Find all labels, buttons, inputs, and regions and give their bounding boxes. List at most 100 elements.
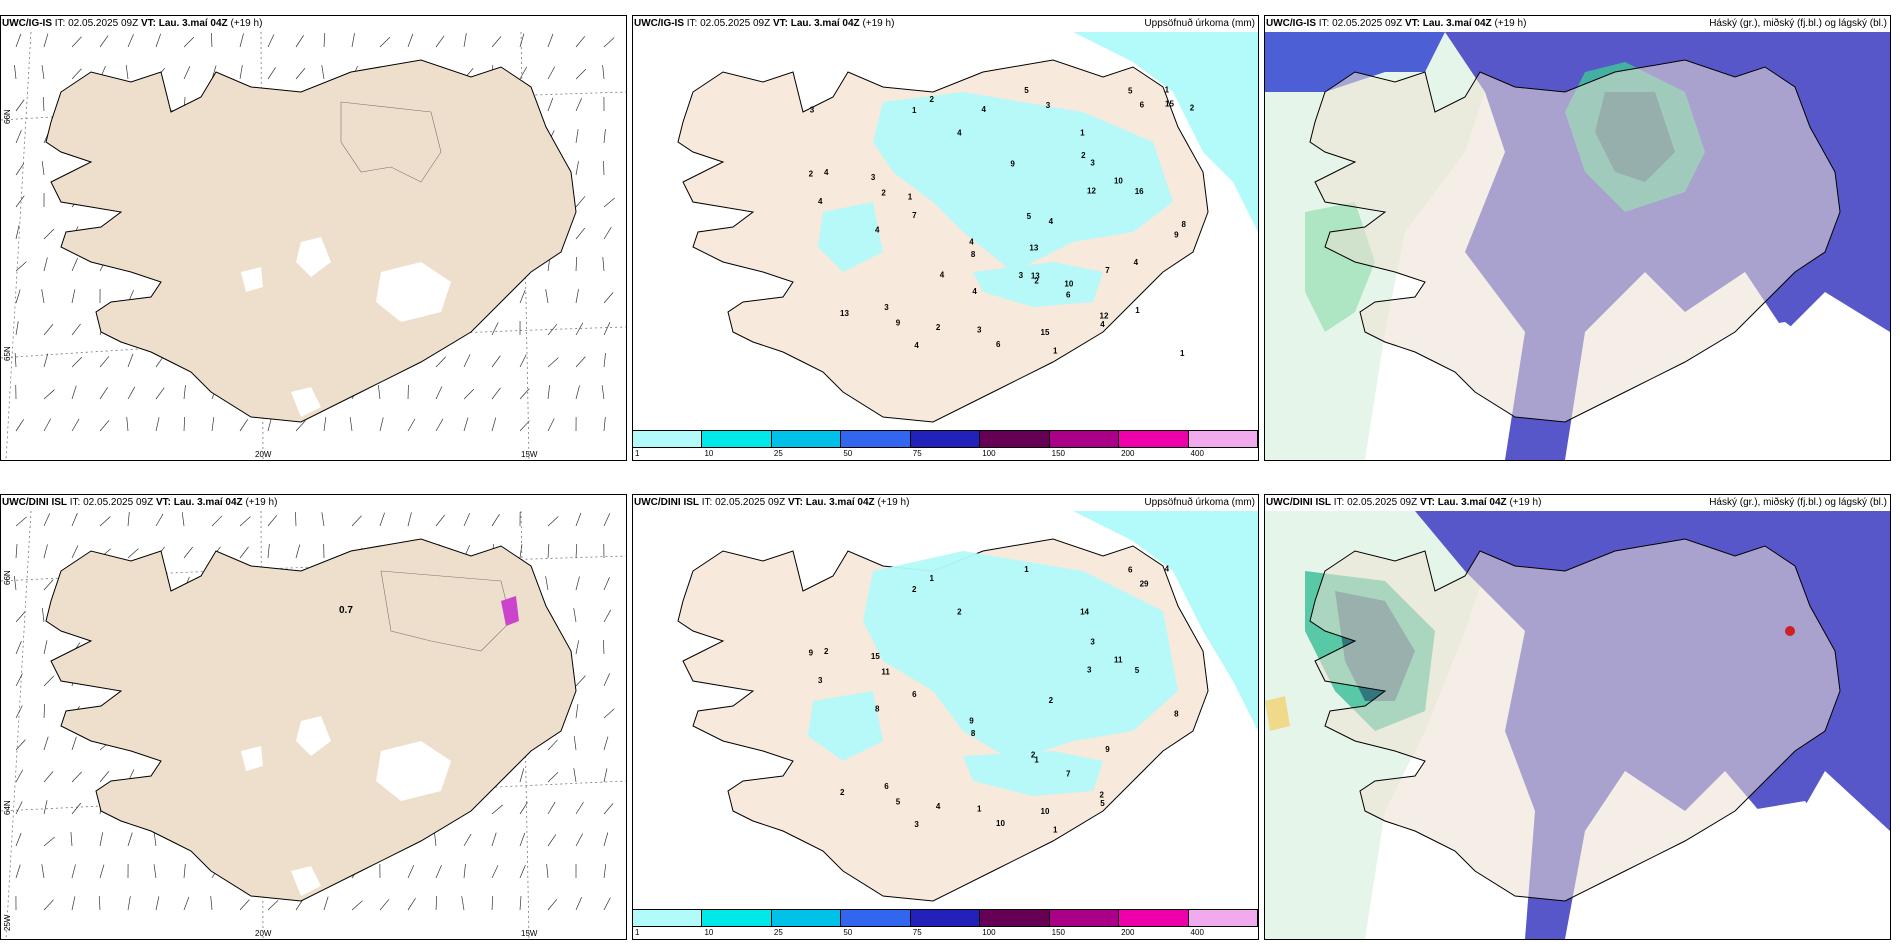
wind-barb bbox=[43, 703, 45, 719]
wind-barb bbox=[573, 736, 577, 751]
wind-barb bbox=[323, 417, 327, 432]
colorbar-tick: 100 bbox=[982, 928, 996, 937]
wind-barb bbox=[463, 33, 467, 48]
wind-barb bbox=[127, 548, 139, 559]
colorbar-swatch bbox=[702, 909, 772, 927]
wind-barb bbox=[463, 417, 469, 432]
wind-barb bbox=[71, 545, 79, 559]
wind-barb bbox=[491, 513, 500, 527]
wind-barb bbox=[71, 736, 77, 751]
wind-barb bbox=[547, 418, 555, 432]
wind-barb bbox=[41, 864, 45, 879]
wind-barb bbox=[71, 68, 82, 80]
wind-barb bbox=[519, 832, 526, 847]
wind-barb bbox=[210, 32, 213, 48]
colorbar-tick: 10 bbox=[704, 449, 714, 458]
wind-barb bbox=[183, 546, 193, 559]
wind-barb bbox=[295, 420, 306, 432]
panel-header: UWC/IG-IS IT: 02.05.2025 09Z VT: Lau. 3.… bbox=[2, 18, 263, 29]
panel-title: Uppsöfnuð úrkoma (mm) bbox=[1144, 497, 1255, 508]
precip-value: 1 bbox=[1135, 306, 1140, 315]
wind-barb bbox=[519, 354, 527, 368]
wind-barb bbox=[43, 800, 48, 815]
precip-value: 5 bbox=[1135, 666, 1140, 675]
wind-barb bbox=[519, 768, 525, 783]
wind-barb bbox=[519, 896, 522, 911]
wind-barb bbox=[603, 897, 611, 911]
wind-barb bbox=[42, 97, 45, 112]
colorbar-tick: 10 bbox=[704, 928, 714, 937]
wind-barb bbox=[43, 579, 54, 591]
precip-value: 4 bbox=[969, 237, 974, 246]
colorbar-swatch bbox=[910, 430, 981, 448]
wind-barb bbox=[15, 801, 23, 815]
precip-value: 3 bbox=[884, 303, 889, 312]
precip-value: 2 bbox=[1081, 151, 1086, 160]
precip-value: 2 bbox=[840, 788, 845, 797]
wind-barb bbox=[351, 900, 363, 911]
wind-barb bbox=[183, 36, 195, 48]
precip-value: 1 bbox=[1034, 755, 1039, 764]
wind-map bbox=[1, 32, 626, 460]
wind-barb bbox=[575, 322, 584, 336]
wind-barb bbox=[126, 417, 129, 432]
wind-barb bbox=[267, 34, 275, 48]
precip-value: 3 bbox=[914, 820, 919, 829]
precip-value: 1 bbox=[1080, 128, 1085, 137]
precip-value: 4 bbox=[824, 168, 829, 177]
colorbar-tick: 150 bbox=[1051, 928, 1066, 937]
wind-barb bbox=[41, 161, 45, 176]
wind-barb bbox=[43, 836, 55, 847]
wind-barb bbox=[125, 65, 129, 80]
wind-barb bbox=[575, 801, 584, 815]
wind-barb bbox=[491, 322, 499, 336]
wind-barb bbox=[71, 802, 82, 815]
precip-value: 5 bbox=[1024, 86, 1029, 95]
precip-value: 4 bbox=[914, 341, 919, 350]
precip-value: 15 bbox=[871, 652, 880, 661]
panel-title: Uppsöfnuð úrkoma (mm) bbox=[1144, 18, 1255, 29]
precip-value: 4 bbox=[936, 802, 941, 811]
wind-barb bbox=[519, 388, 530, 400]
precip-value: 2 bbox=[936, 323, 941, 332]
wind-barb bbox=[14, 65, 17, 80]
wind-barb bbox=[575, 833, 583, 847]
wind-barb bbox=[43, 771, 54, 783]
wind-barb bbox=[43, 257, 48, 272]
wind-barb bbox=[575, 576, 580, 591]
precip-value: 1 bbox=[912, 106, 917, 115]
wind-barb bbox=[239, 419, 249, 432]
wind-barb bbox=[435, 418, 444, 432]
precip-value: 2 bbox=[1034, 276, 1039, 285]
colorbar-tick: 75 bbox=[912, 449, 922, 458]
wind-barb bbox=[407, 898, 416, 911]
wind-barb bbox=[99, 864, 105, 879]
wind-barb bbox=[519, 801, 528, 815]
wind-barb bbox=[575, 161, 579, 176]
wind-barb bbox=[99, 832, 104, 847]
panel-clouds-top: UWC/IG-IS IT: 02.05.2025 09Z VT: Lau. 3.… bbox=[1264, 15, 1891, 461]
wind-barb bbox=[155, 387, 165, 400]
colorbar-tick: 100 bbox=[982, 449, 996, 458]
wind-barb bbox=[547, 834, 557, 847]
precip-value: 9 bbox=[1174, 231, 1179, 240]
precip-value: 8 bbox=[971, 729, 976, 738]
wind-barb bbox=[491, 804, 503, 815]
wind-barb bbox=[463, 388, 475, 400]
wind-barb bbox=[127, 353, 134, 368]
precip-value: 4 bbox=[957, 128, 962, 137]
wind-barb bbox=[547, 801, 556, 815]
precip-value: 2 bbox=[1049, 696, 1054, 705]
wind-barb bbox=[575, 196, 586, 208]
wind-barb bbox=[127, 34, 134, 48]
colorbar-swatch bbox=[1049, 430, 1120, 448]
panel-title: Háský (gr.), miðský (fj.bl.) og lágský (… bbox=[1709, 497, 1887, 508]
precip-value: 4 bbox=[981, 105, 986, 114]
precip-value: 9 bbox=[969, 716, 974, 725]
precip-value: 6 bbox=[1140, 100, 1145, 109]
wind-barb bbox=[239, 546, 249, 559]
colorbar-tick: 75 bbox=[912, 928, 922, 937]
precip-value: 3 bbox=[1090, 159, 1095, 168]
wind-barb bbox=[603, 160, 605, 176]
precip-value: 6 bbox=[996, 340, 1001, 349]
